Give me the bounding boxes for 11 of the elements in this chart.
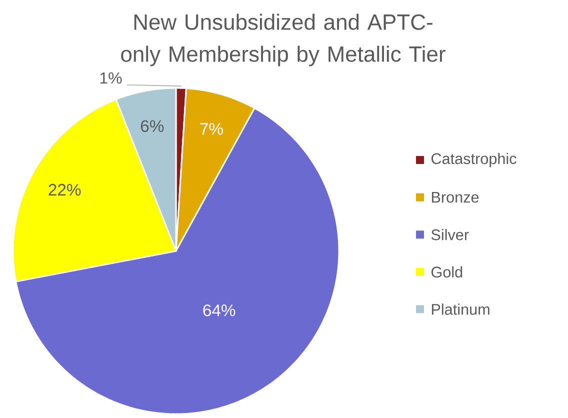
data-label: 22% xyxy=(48,184,81,196)
legend-label: Bronze xyxy=(432,192,479,203)
legend-label: Catastrophic xyxy=(431,152,516,168)
data-label: 1% xyxy=(100,72,122,84)
data-label: 6% xyxy=(140,120,164,132)
legend-label: Gold xyxy=(431,266,462,278)
data-label: 64% xyxy=(203,304,236,316)
chart-title: New Unsubsidized and APTC-only Membership by Metallic Tier xyxy=(121,14,446,66)
legend-label: Platinum xyxy=(432,304,490,315)
data-label: 7% xyxy=(200,123,223,135)
legend-label: Silver xyxy=(431,228,469,240)
